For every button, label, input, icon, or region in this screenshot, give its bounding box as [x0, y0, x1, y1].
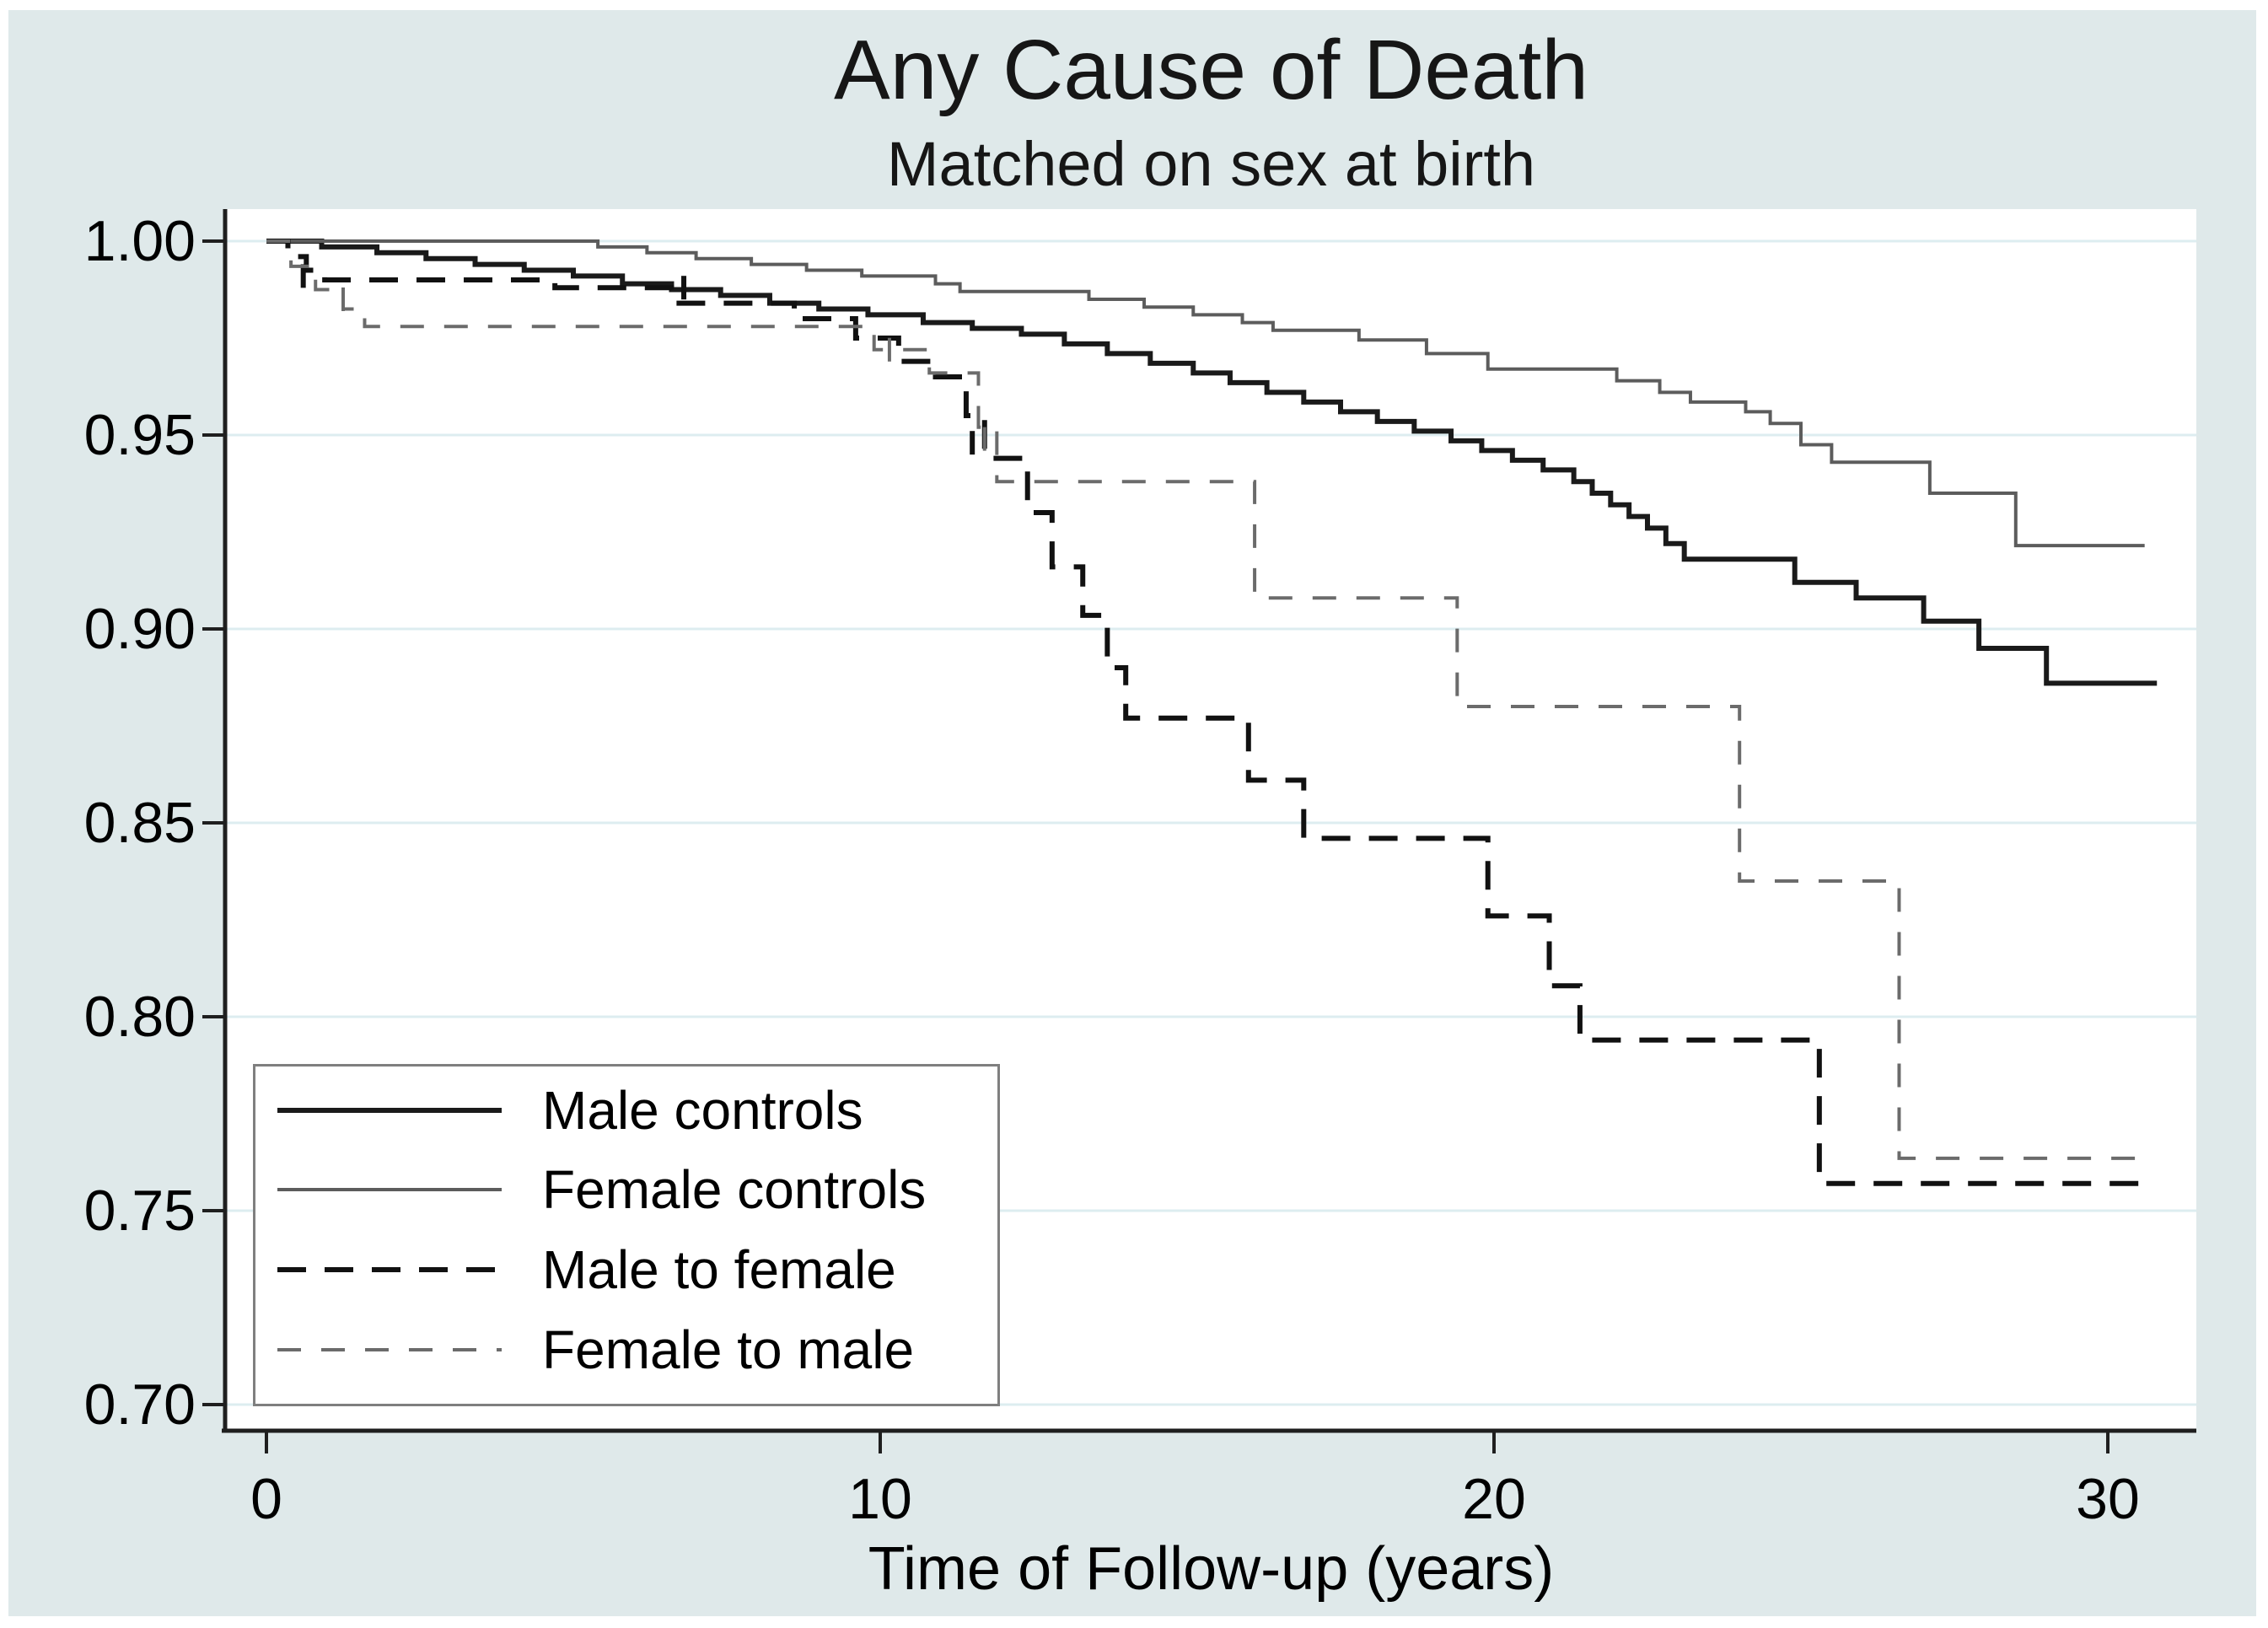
legend-swatch-solid-line — [277, 1188, 502, 1191]
y-tick-label-0.85: 0.85 — [83, 791, 196, 855]
legend-item-male-to-female: Male to female — [255, 1243, 997, 1297]
x-axis-title: Time of Follow-up (years) — [868, 1535, 1555, 1603]
y-tick-label-0.95: 0.95 — [83, 403, 196, 467]
legend-label: Female controls — [542, 1159, 927, 1220]
curve-female-controls — [266, 239, 2145, 548]
legend-box: Male controls Female controls Male to fema… — [253, 1064, 1000, 1406]
y-tick-label-0.75: 0.75 — [83, 1179, 196, 1243]
legend-label: Male controls — [542, 1080, 863, 1141]
curve-female-to-male — [266, 239, 2151, 1160]
x-tick-label-20: 20 — [1462, 1467, 1526, 1531]
legend-item-male-controls: Male controls — [255, 1083, 997, 1137]
x-tick-label-30: 30 — [2076, 1467, 2140, 1531]
curve-male-to-female — [266, 239, 2151, 1186]
legend-item-female-controls: Female controls — [255, 1163, 997, 1217]
chart-title: Any Cause of Death — [834, 23, 1588, 117]
x-tick-label-0: 0 — [250, 1467, 282, 1531]
legend-swatch-dashed-line — [277, 1267, 502, 1272]
legend-label: Male to female — [542, 1239, 896, 1300]
legend-label: Female to male — [542, 1319, 915, 1380]
y-tick-label-0.90: 0.90 — [83, 597, 196, 661]
x-tick-label-10: 10 — [848, 1467, 912, 1531]
curve-male-controls — [266, 239, 2158, 686]
y-tick-label-0.80: 0.80 — [83, 985, 196, 1049]
legend-swatch-solid-line — [277, 1108, 502, 1113]
y-tick-label-1.00: 1.00 — [83, 209, 196, 273]
legend-item-female-to-male: Female to male — [255, 1323, 997, 1377]
legend-swatch-dashed-line — [277, 1348, 502, 1351]
y-tick-label-0.70: 0.70 — [83, 1373, 196, 1437]
chart-subtitle: Matched on sex at birth — [886, 129, 1536, 199]
